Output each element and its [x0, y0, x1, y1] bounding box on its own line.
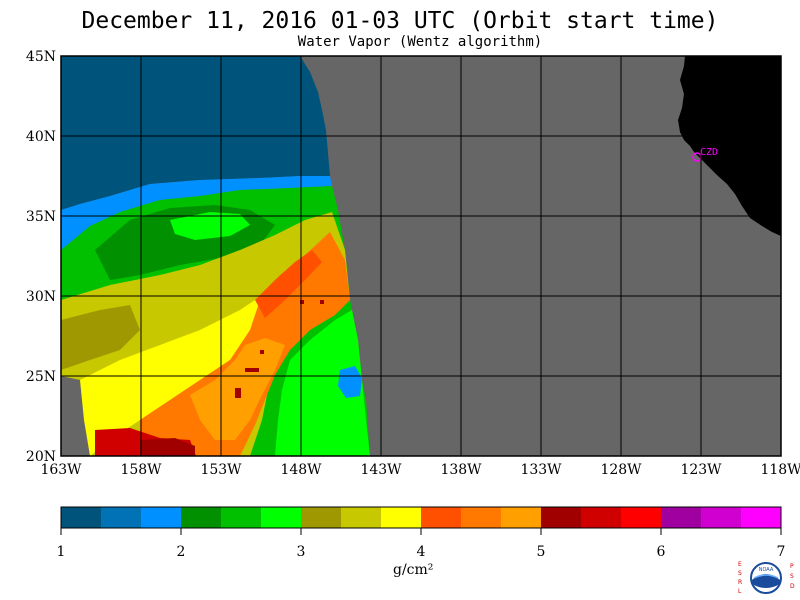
colorbar-unit-label: g/cm² — [393, 562, 434, 578]
colorbar-swatch — [101, 507, 142, 528]
swath-dark-blue — [61, 56, 330, 210]
colorbar-swatch — [701, 507, 742, 528]
map-plot-area — [61, 56, 781, 456]
longitude-label: 148W — [280, 462, 322, 478]
longitude-label: 123W — [680, 462, 722, 478]
land-california — [678, 56, 781, 236]
longitude-label: 128W — [600, 462, 642, 478]
noaa-logo-icon: E S R L NOAA P S D — [738, 561, 795, 595]
swath-east-blue — [338, 366, 362, 398]
colorbar-swatch — [261, 507, 302, 528]
colorbar-swatch — [421, 507, 462, 528]
svg-text:S: S — [738, 570, 742, 577]
colorbar-swatch — [181, 507, 222, 528]
svg-text:S: S — [790, 573, 794, 580]
longitude-label: 138W — [440, 462, 482, 478]
longitude-label: 163W — [40, 462, 82, 478]
latitude-label: 30N — [26, 289, 56, 305]
svg-text:R: R — [738, 579, 742, 586]
longitude-label: 133W — [520, 462, 562, 478]
longitude-label: 158W — [120, 462, 162, 478]
colorbar-swatch — [621, 507, 662, 528]
svg-text:NOAA: NOAA — [759, 567, 774, 573]
latitude-label: 45N — [26, 49, 56, 65]
colorbar-tick-label: 6 — [657, 544, 666, 560]
colorbar-swatch — [461, 507, 502, 528]
svg-text:D: D — [790, 583, 795, 590]
longitude-label: 143W — [360, 462, 402, 478]
colorbar-tick-label: 4 — [417, 544, 426, 560]
station-label: CZD — [700, 147, 718, 158]
colorbar-swatch — [581, 507, 622, 528]
swath-blue — [61, 176, 332, 250]
latitude-label: 40N — [26, 129, 56, 145]
map-subtitle: Water Vapor (Wentz algorithm) — [297, 34, 543, 50]
colorbar-swatch — [301, 507, 342, 528]
svg-text:P: P — [790, 563, 794, 570]
swath-pixel — [300, 300, 304, 304]
swath-bright-green — [170, 212, 250, 240]
swath-dark-olive — [61, 305, 140, 370]
colorbar-tick-labels: 1 2 3 4 5 6 7 — [57, 528, 786, 560]
colorbar-swatch — [501, 507, 542, 528]
colorbar-swatch — [61, 507, 102, 528]
colorbar-swatch — [741, 507, 782, 528]
colorbar-swatch — [141, 507, 182, 528]
swath-red-orange — [255, 250, 322, 318]
colorbar-swatch — [661, 507, 702, 528]
svg-text:E: E — [738, 561, 742, 568]
map-gridlines — [61, 56, 781, 456]
map-frame — [60, 55, 782, 457]
longitude-labels: 163W 158W 153W 148W 143W 138W 133W 128W 123W 118W — [40, 462, 800, 478]
latitude-label: 25N — [26, 369, 56, 385]
colorbar-swatch — [541, 507, 582, 528]
latitude-label: 35N — [26, 209, 56, 225]
swath-dark-red — [140, 438, 195, 456]
swath-pixel — [260, 350, 264, 354]
swath-pixel-cluster — [235, 388, 241, 398]
swath-east-green — [275, 310, 370, 456]
swath-pixel — [320, 300, 324, 304]
colorbar-tick-label: 2 — [177, 544, 186, 560]
colorbar-tick-label: 1 — [57, 544, 66, 560]
colorbar — [60, 506, 782, 529]
longitude-label: 153W — [200, 462, 242, 478]
swath-pixel-cluster — [245, 368, 259, 372]
colorbar-swatch — [221, 507, 262, 528]
map-title: December 11, 2016 01-03 UTC (Orbit start… — [81, 8, 719, 34]
colorbar-tick-label: 7 — [777, 544, 786, 560]
colorbar-swatch — [341, 507, 382, 528]
colorbar-tick-label: 5 — [537, 544, 546, 560]
colorbar-tick-label: 3 — [297, 544, 306, 560]
longitude-label: 118W — [760, 462, 800, 478]
latitude-label: 20N — [26, 449, 56, 465]
svg-text:L: L — [738, 588, 742, 595]
swath-gap-southwest — [61, 376, 90, 456]
colorbar-swatch — [381, 507, 422, 528]
latitude-labels: 45N 40N 35N 30N 25N 20N — [26, 49, 56, 465]
